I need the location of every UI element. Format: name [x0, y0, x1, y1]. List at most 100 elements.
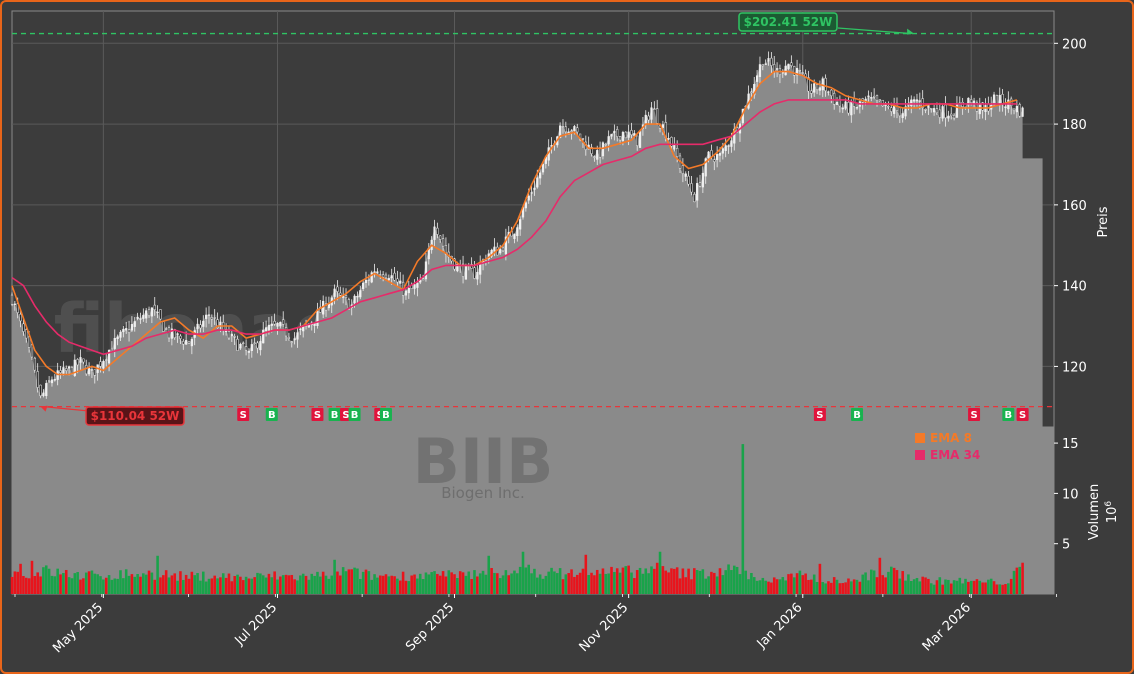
- high-52w-arrowhead: [907, 28, 915, 35]
- volume-bar: [339, 575, 342, 594]
- volume-bar: [210, 578, 214, 594]
- candle-body: [290, 341, 293, 343]
- candle-body: [227, 331, 231, 339]
- volume-bar: [42, 567, 45, 594]
- volume-bar: [715, 576, 719, 594]
- volume-bar: [741, 444, 745, 594]
- volume-bar: [196, 573, 199, 594]
- candle-body: [673, 144, 676, 150]
- candle-body: [830, 89, 833, 97]
- candle-body: [473, 267, 476, 279]
- volume-bar: [176, 580, 179, 594]
- candle-body: [279, 321, 282, 327]
- candle-body: [413, 284, 416, 289]
- volume-bar: [33, 576, 37, 594]
- candle-body: [835, 101, 839, 105]
- candle-body: [790, 62, 793, 66]
- volume-bar: [858, 581, 862, 594]
- volume-bar: [870, 569, 873, 594]
- candle-body: [267, 324, 271, 331]
- volume-bar: [107, 575, 111, 594]
- candle-body: [1021, 107, 1024, 117]
- candle-body: [62, 367, 65, 374]
- volume-bar: [810, 579, 813, 594]
- candle-body: [105, 359, 108, 361]
- volume-bar: [498, 578, 502, 594]
- volume-bar: [1021, 562, 1024, 594]
- volume-bar: [841, 583, 845, 594]
- volume-bar: [918, 581, 922, 594]
- candle-body: [336, 286, 339, 292]
- volume-bar: [650, 566, 653, 594]
- legend: EMA 8 EMA 34: [915, 431, 980, 462]
- time-tick-label: May 2025: [50, 600, 106, 656]
- candle-body: [527, 195, 530, 201]
- candle-body: [284, 327, 288, 337]
- candle-body: [250, 344, 253, 351]
- volume-bar: [852, 579, 856, 594]
- volume-bar: [99, 576, 102, 594]
- volume-bar: [373, 574, 376, 594]
- candle-body: [167, 327, 171, 339]
- volume-bar: [961, 583, 964, 594]
- volume-bar: [938, 577, 942, 594]
- volume-bar: [67, 577, 71, 594]
- volume-bar: [136, 574, 139, 594]
- volume-bar: [881, 575, 884, 594]
- candle-body: [938, 109, 941, 118]
- volume-bar: [975, 579, 979, 594]
- volume-bar: [127, 575, 131, 594]
- volume-bar: [310, 573, 314, 594]
- volume-axis-label: Volumen: [1087, 484, 1102, 541]
- volume-bar: [610, 566, 613, 594]
- volume-axis: 5 10 15: [1054, 437, 1079, 553]
- candle-body: [127, 329, 131, 333]
- volume-bar: [259, 573, 262, 594]
- candle-body: [633, 133, 636, 136]
- candle-body: [581, 137, 585, 140]
- volume-bar: [236, 574, 239, 594]
- candle-body: [910, 99, 913, 106]
- volume-bar: [347, 569, 351, 594]
- candle-body: [53, 379, 56, 381]
- candle-body: [618, 136, 622, 141]
- high-52w-arrow: [837, 27, 912, 35]
- candle-body: [870, 97, 873, 99]
- volume-bar: [992, 581, 996, 594]
- volume-bar: [59, 574, 62, 594]
- volume-bar: [487, 555, 491, 594]
- candle-body: [244, 346, 248, 351]
- volume-bar: [350, 569, 354, 594]
- volume-bar: [247, 578, 251, 594]
- volume-bar: [378, 575, 382, 594]
- low-52w-badge: [85, 406, 185, 426]
- volume-bar: [558, 568, 562, 594]
- volume-bar: [461, 572, 465, 594]
- candle-body: [28, 336, 31, 348]
- volume-bar: [407, 581, 411, 594]
- volume-bar: [316, 571, 319, 594]
- candle-body: [370, 272, 373, 283]
- candle-body: [935, 108, 939, 114]
- volume-bar: [889, 566, 893, 594]
- candle-body: [441, 238, 445, 247]
- volume-bar: [156, 555, 159, 594]
- volume-tick-label: 5: [1062, 538, 1070, 553]
- candle-body: [610, 133, 613, 137]
- candle-body: [981, 102, 984, 111]
- volume-bar: [87, 571, 91, 594]
- candle-body: [102, 361, 105, 369]
- volume-bar: [878, 557, 882, 594]
- candle-body: [561, 126, 565, 128]
- candle-body: [519, 219, 522, 230]
- candle-body: [927, 105, 930, 108]
- candle-body: [185, 340, 188, 345]
- volume-bar: [633, 578, 636, 594]
- volume-bar: [199, 580, 202, 594]
- candle-body: [576, 127, 579, 133]
- volume-bar: [1018, 566, 1022, 594]
- legend-swatch-ema34: [915, 450, 925, 460]
- volume-tick-label: 15: [1062, 437, 1079, 452]
- candle-body: [99, 361, 102, 367]
- price-tick-label: 200: [1062, 37, 1087, 52]
